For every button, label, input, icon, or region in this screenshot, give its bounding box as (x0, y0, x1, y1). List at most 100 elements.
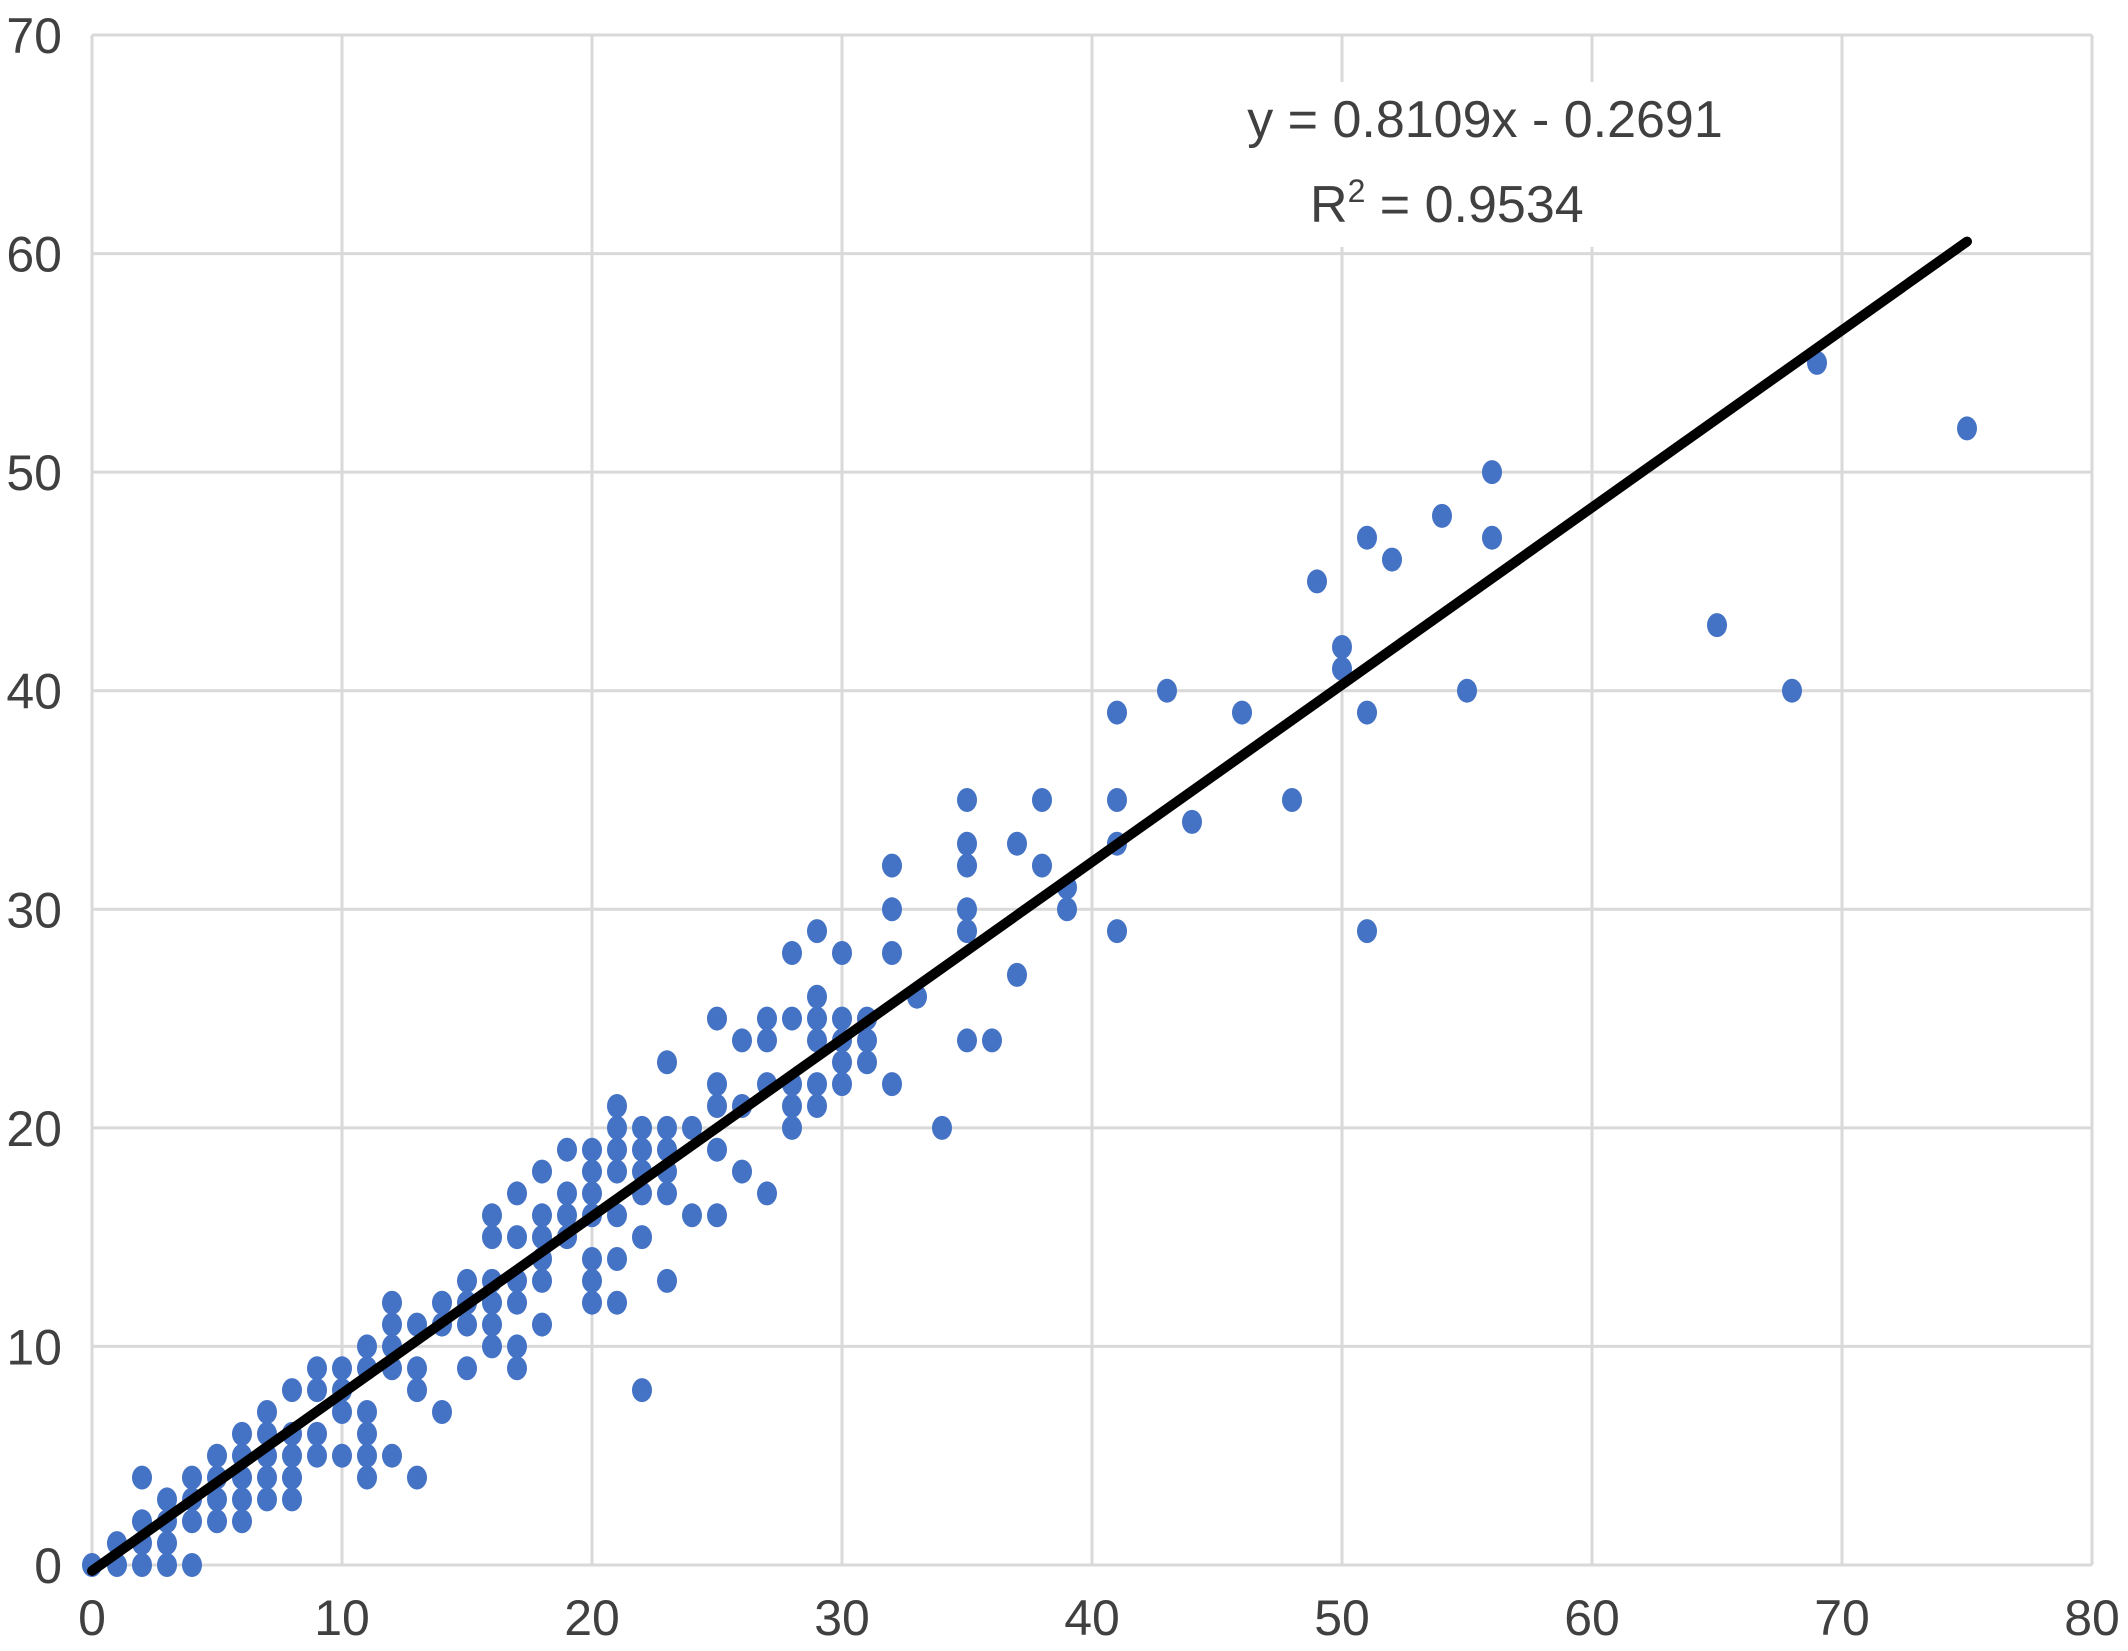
data-point (882, 941, 902, 965)
data-point (582, 1268, 602, 1293)
data-point (807, 1028, 827, 1053)
data-point (532, 1312, 552, 1337)
data-point (507, 1225, 527, 1250)
data-point (357, 1421, 377, 1446)
x-tick-label: 50 (1314, 1590, 1370, 1646)
y-tick-label: 60 (6, 227, 62, 283)
data-point (532, 1203, 552, 1228)
data-point (807, 1006, 827, 1031)
data-point (607, 1203, 627, 1228)
data-point (657, 1050, 677, 1075)
data-point (482, 1312, 502, 1337)
data-point (707, 1072, 727, 1097)
data-point (557, 1181, 577, 1206)
data-point (507, 1290, 527, 1315)
y-tick-label: 40 (6, 664, 62, 720)
data-point (257, 1487, 277, 1512)
data-point (882, 1072, 902, 1097)
data-point (757, 1181, 777, 1206)
x-tick-label: 40 (1064, 1590, 1120, 1646)
data-point (657, 1268, 677, 1293)
x-tick-label: 60 (1564, 1590, 1620, 1646)
data-point (1107, 700, 1127, 725)
data-point (607, 1247, 627, 1271)
r-squared-value: = 0.9534 (1365, 176, 1583, 234)
data-point (507, 1181, 527, 1206)
data-point (407, 1312, 427, 1337)
data-point (282, 1465, 302, 1490)
data-point (1332, 656, 1352, 681)
data-point (682, 1203, 702, 1228)
data-point (957, 831, 977, 856)
data-points (82, 350, 1977, 1577)
data-point (807, 984, 827, 1009)
data-point (732, 1159, 752, 1184)
equation-background (1290, 82, 1750, 247)
y-tick-label: 10 (6, 1319, 62, 1375)
data-point (1007, 962, 1027, 987)
y-tick-label: 30 (6, 882, 62, 938)
data-point (957, 788, 977, 812)
data-point (957, 853, 977, 878)
data-point (732, 1028, 752, 1053)
data-point (1357, 525, 1377, 550)
data-point (807, 1072, 827, 1097)
data-point (157, 1553, 177, 1577)
tick-labels: 0 10 20 30 40 50 60 70 80 0 10 20 30 40 50 60 70 (6, 8, 2119, 1646)
data-point (807, 1094, 827, 1118)
data-point (157, 1487, 177, 1512)
data-point (757, 1006, 777, 1031)
data-point (557, 1137, 577, 1162)
data-point (557, 1203, 577, 1228)
y-tick-label: 0 (34, 1538, 62, 1594)
data-point (1232, 700, 1252, 725)
data-point (832, 1072, 852, 1097)
data-point (407, 1378, 427, 1403)
trendline-equation: y = 0.8109x - 0.2691 (1247, 91, 1723, 149)
data-point (607, 1115, 627, 1140)
data-point (432, 1400, 452, 1424)
data-point (507, 1356, 527, 1381)
data-point (1782, 678, 1802, 703)
data-point (807, 919, 827, 944)
data-point (357, 1443, 377, 1468)
y-tick-label: 20 (6, 1101, 62, 1157)
data-point (482, 1225, 502, 1250)
r-squared-label: R2 = 0.9534 (1310, 173, 1584, 234)
data-point (757, 1028, 777, 1053)
data-point (382, 1290, 402, 1315)
data-point (957, 1028, 977, 1053)
x-tick-label: 30 (814, 1590, 870, 1646)
data-point (707, 1203, 727, 1228)
data-point (132, 1553, 152, 1577)
data-point (782, 1115, 802, 1140)
data-point (482, 1334, 502, 1359)
data-point (1432, 503, 1452, 528)
data-point (282, 1378, 302, 1403)
data-point (332, 1443, 352, 1468)
data-point (632, 1115, 652, 1140)
data-point (1057, 897, 1077, 922)
data-point (232, 1487, 252, 1512)
data-point (632, 1225, 652, 1250)
x-tick-label: 70 (1814, 1590, 1870, 1646)
data-point (582, 1290, 602, 1315)
trendline (87, 236, 1972, 1576)
data-point (857, 1050, 877, 1075)
data-point (657, 1181, 677, 1206)
data-point (1282, 788, 1302, 812)
y-tick-label: 70 (6, 8, 62, 64)
data-point (582, 1159, 602, 1184)
data-point (232, 1421, 252, 1446)
data-point (407, 1356, 427, 1381)
data-point (607, 1137, 627, 1162)
data-point (1032, 788, 1052, 812)
data-point (182, 1509, 202, 1534)
x-tick-label: 10 (314, 1590, 370, 1646)
data-point (707, 1094, 727, 1118)
trendline-layer (87, 236, 1972, 1576)
data-point (432, 1290, 452, 1315)
data-point (632, 1378, 652, 1403)
data-point (1307, 569, 1327, 594)
